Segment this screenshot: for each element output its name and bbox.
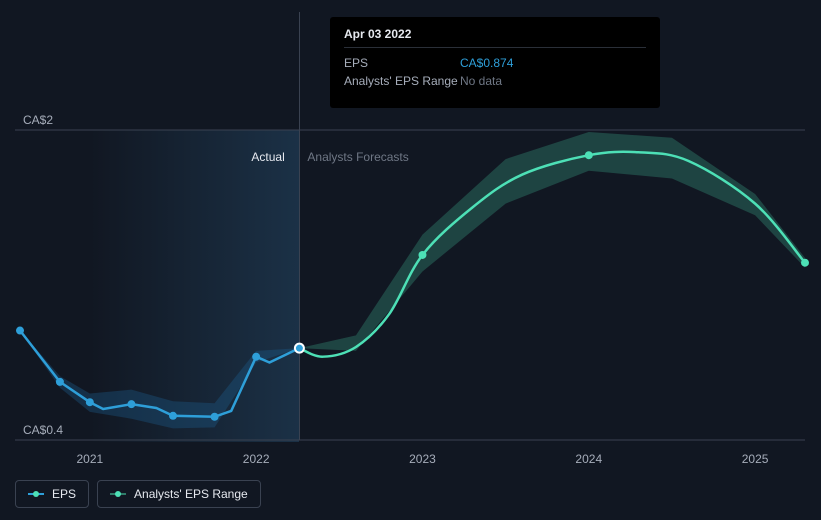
tooltip-key: Analysts' EPS Range bbox=[344, 72, 460, 90]
x-axis-label: 2021 bbox=[76, 452, 103, 466]
tooltip-value: CA$0.874 bbox=[460, 54, 513, 72]
chart-svg bbox=[15, 130, 805, 440]
x-axis-label: 2023 bbox=[409, 452, 436, 466]
x-axis-label: 2024 bbox=[575, 452, 602, 466]
legend-swatch bbox=[28, 490, 44, 498]
y-axis-label: CA$2 bbox=[23, 113, 53, 127]
y-axis-label: CA$0.4 bbox=[23, 423, 63, 437]
tooltip-row: Analysts' EPS RangeNo data bbox=[344, 72, 646, 90]
legend-swatch bbox=[110, 490, 126, 498]
hover-tooltip: Apr 03 2022 EPSCA$0.874Analysts' EPS Ran… bbox=[330, 17, 660, 108]
legend-item[interactable]: Analysts' EPS Range bbox=[97, 480, 261, 508]
tooltip-row: EPSCA$0.874 bbox=[344, 54, 646, 72]
legend-item[interactable]: EPS bbox=[15, 480, 89, 508]
legend: EPS Analysts' EPS Range bbox=[15, 480, 261, 508]
legend-label: EPS bbox=[52, 487, 76, 501]
tooltip-key: EPS bbox=[344, 54, 460, 72]
tooltip-date: Apr 03 2022 bbox=[344, 27, 646, 48]
legend-label: Analysts' EPS Range bbox=[134, 487, 248, 501]
tooltip-value: No data bbox=[460, 72, 502, 90]
x-axis-label: 2025 bbox=[742, 452, 769, 466]
x-axis-label: 2022 bbox=[243, 452, 270, 466]
